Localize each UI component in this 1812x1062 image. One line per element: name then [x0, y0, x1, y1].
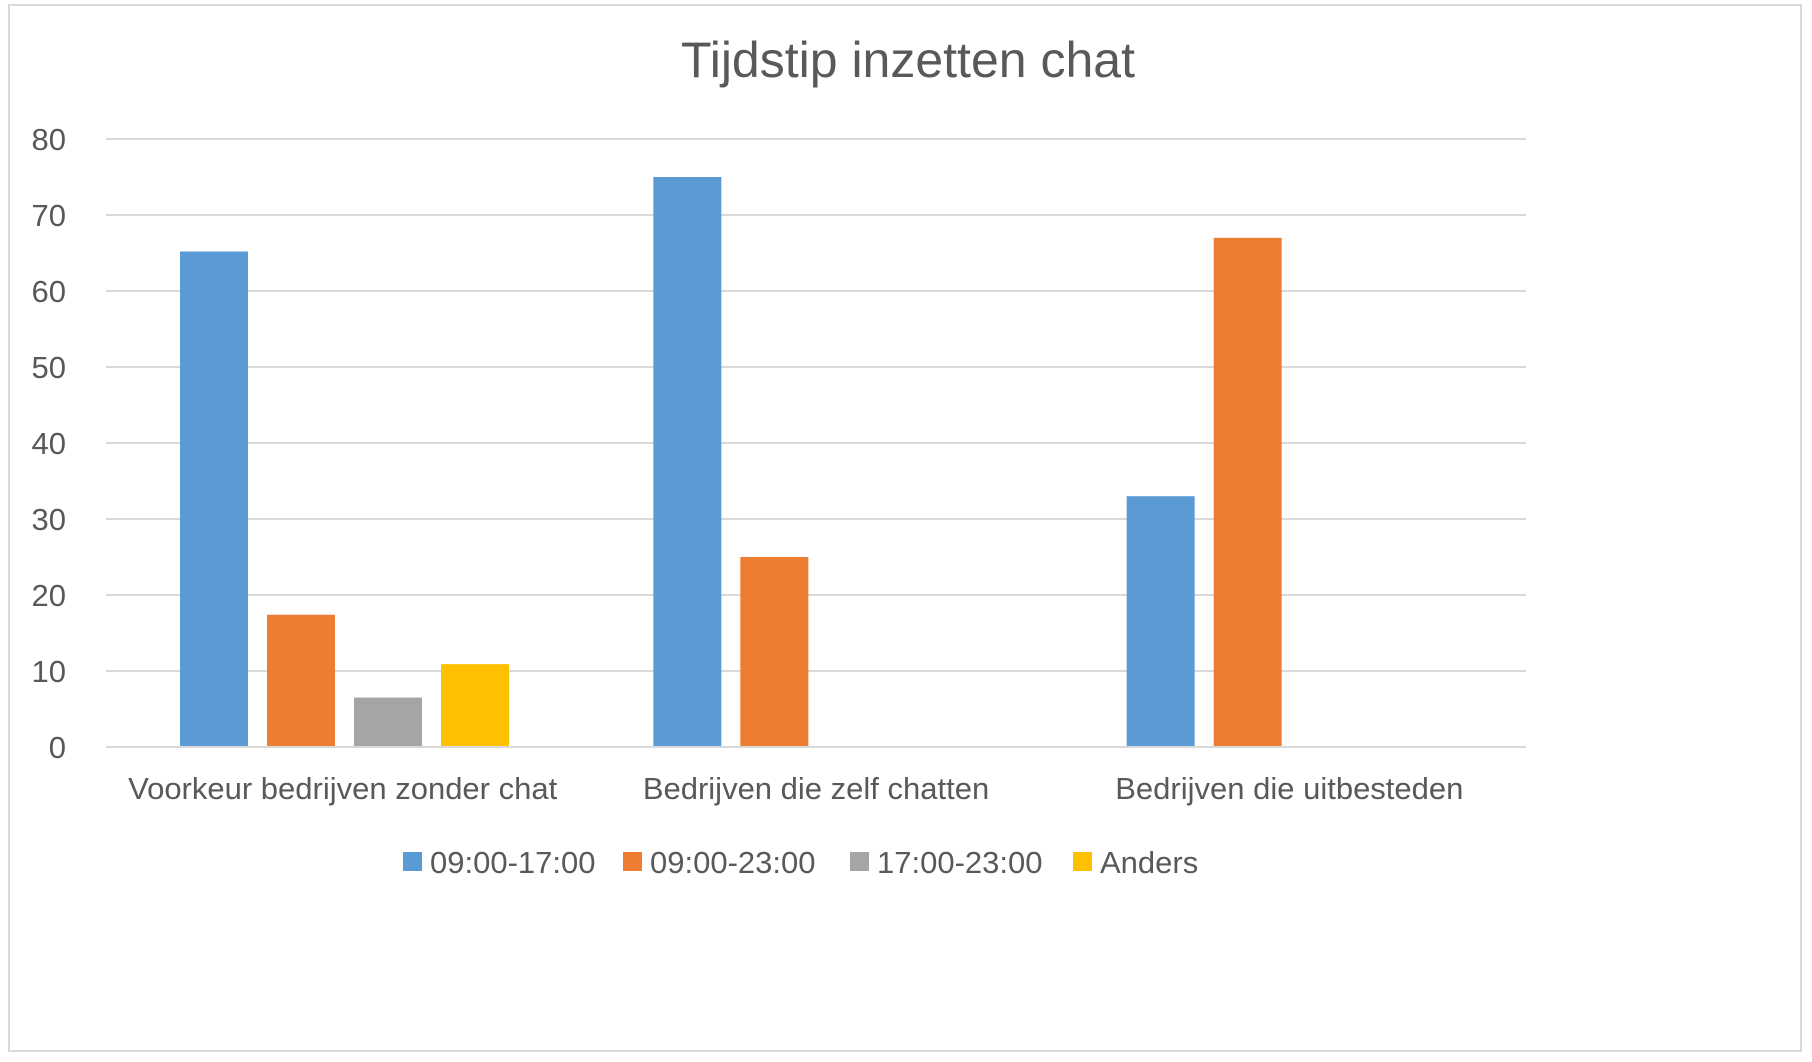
bar-09:00-23:00-1 [740, 557, 809, 747]
y-tick-label: 80 [32, 122, 66, 157]
y-tick-label: 70 [32, 198, 66, 233]
legend-label: 09:00-17:00 [430, 845, 595, 880]
legend-label: 09:00-23:00 [650, 845, 815, 880]
legend-swatch [623, 852, 642, 871]
legend-label: 17:00-23:00 [877, 845, 1042, 880]
bar-09:00-17:00-0 [180, 251, 248, 748]
bar-09:00-23:00-0 [267, 614, 335, 747]
legend-item: Anders [1073, 845, 1198, 880]
bar-09:00-17:00-2 [1126, 496, 1195, 747]
x-category-label: Bedrijven die uitbesteden [1115, 771, 1463, 806]
y-tick-label: 0 [49, 730, 66, 765]
y-tick-label: 10 [32, 654, 66, 689]
bar-Anders-0 [441, 664, 509, 747]
y-axis-ticks: 0 10 20 30 40 50 60 70 80 [32, 122, 66, 765]
legend-item: 09:00-17:00 [403, 845, 595, 880]
legend-swatch [1073, 852, 1092, 871]
chart-title: Tijdstip inzetten chat [681, 32, 1135, 88]
y-tick-label: 50 [32, 350, 66, 385]
y-tick-label: 40 [32, 426, 66, 461]
legend-label: Anders [1100, 845, 1198, 880]
x-axis-categories: Voorkeur bedrijven zonder chat Bedrijven … [128, 771, 1463, 806]
bars [180, 177, 1282, 748]
legend-item: 17:00-23:00 [850, 845, 1042, 880]
bar-17:00-23:00-0 [354, 697, 422, 747]
chart-svg: Tijdstip inzetten chat 0 10 20 30 40 50 60 70 80… [32, 32, 1526, 880]
y-tick-label: 20 [32, 578, 66, 613]
chart-frame: Tijdstip inzetten chat 0 10 20 30 40 50 60 70 80… [8, 4, 1802, 1052]
x-category-label: Bedrijven die zelf chatten [643, 771, 989, 806]
legend-item: 09:00-23:00 [623, 845, 815, 880]
legend: 09:00-17:00 09:00-23:00 17:00-23:00 Anders [403, 845, 1198, 880]
legend-swatch [403, 852, 422, 871]
gridlines [106, 138, 1526, 672]
y-tick-label: 30 [32, 502, 66, 537]
bar-09:00-23:00-2 [1213, 237, 1282, 748]
x-category-label: Voorkeur bedrijven zonder chat [128, 771, 557, 806]
legend-swatch [850, 852, 869, 871]
y-tick-label: 60 [32, 274, 66, 309]
bar-09:00-17:00-1 [653, 177, 722, 747]
